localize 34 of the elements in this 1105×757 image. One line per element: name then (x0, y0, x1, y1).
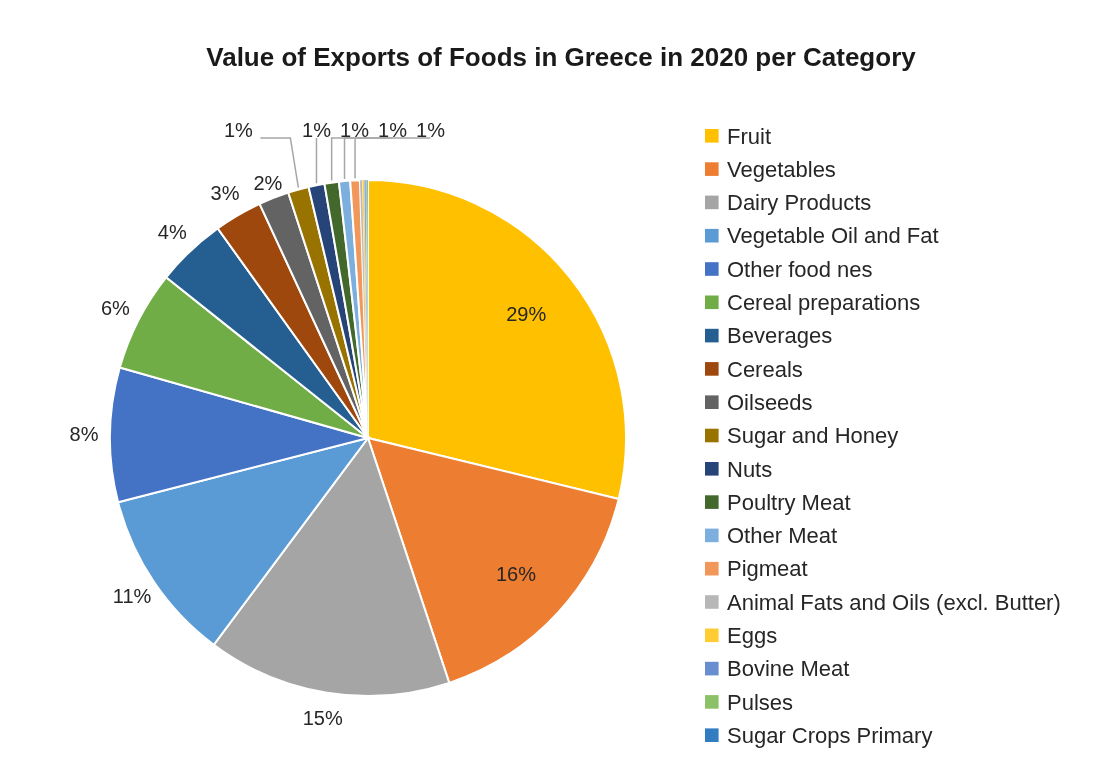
data-label: 2% (253, 171, 283, 194)
data-label: 1% (416, 119, 446, 141)
data-label: 8% (69, 423, 99, 446)
legend-label: Nuts (727, 456, 773, 482)
legend-label: Oilseeds (727, 389, 813, 415)
legend-label: Cereals (727, 356, 803, 382)
legend-label: Bovine Meat (727, 656, 850, 682)
legend-label: Eggs (727, 623, 778, 648)
legend-label: Poultry Meat (727, 489, 851, 515)
data-label: 3% (210, 181, 240, 204)
legend-label: Vegetables (727, 156, 836, 182)
data-label: 1% (302, 119, 332, 141)
data-label: 15% (302, 707, 343, 730)
data-label: 1% (340, 119, 370, 141)
legend-label: Other food nes (727, 256, 873, 282)
legend-label: Fruit (727, 123, 771, 149)
legend-label: Pulses (727, 689, 794, 715)
legend-label: Other Meat (727, 523, 838, 549)
data-label: 11% (112, 585, 152, 608)
data-label: 4% (157, 221, 187, 244)
data-label: 29% (506, 302, 547, 325)
legend-label: Vegetable Oil and Fat (727, 223, 939, 249)
data-label: 1% (223, 119, 254, 141)
data-label: 16% (495, 563, 537, 586)
legend-label: Sugar Crops Primary (727, 722, 933, 748)
legend-label: Animal Fats and Oils (excl. Butter) (727, 589, 1061, 615)
legend-label: Cereal preparations (727, 290, 921, 315)
data-label: 6% (100, 297, 131, 320)
legend-label: Pigmeat (727, 556, 808, 582)
chart-title: Value of Exports of Foods in Greece in 2020 per Category (206, 42, 917, 72)
legend-label: Sugar and Honey (727, 423, 899, 449)
legend-label: Beverages (727, 323, 833, 349)
data-label: 1% (378, 119, 408, 141)
legend-label: Dairy Products (727, 190, 872, 216)
